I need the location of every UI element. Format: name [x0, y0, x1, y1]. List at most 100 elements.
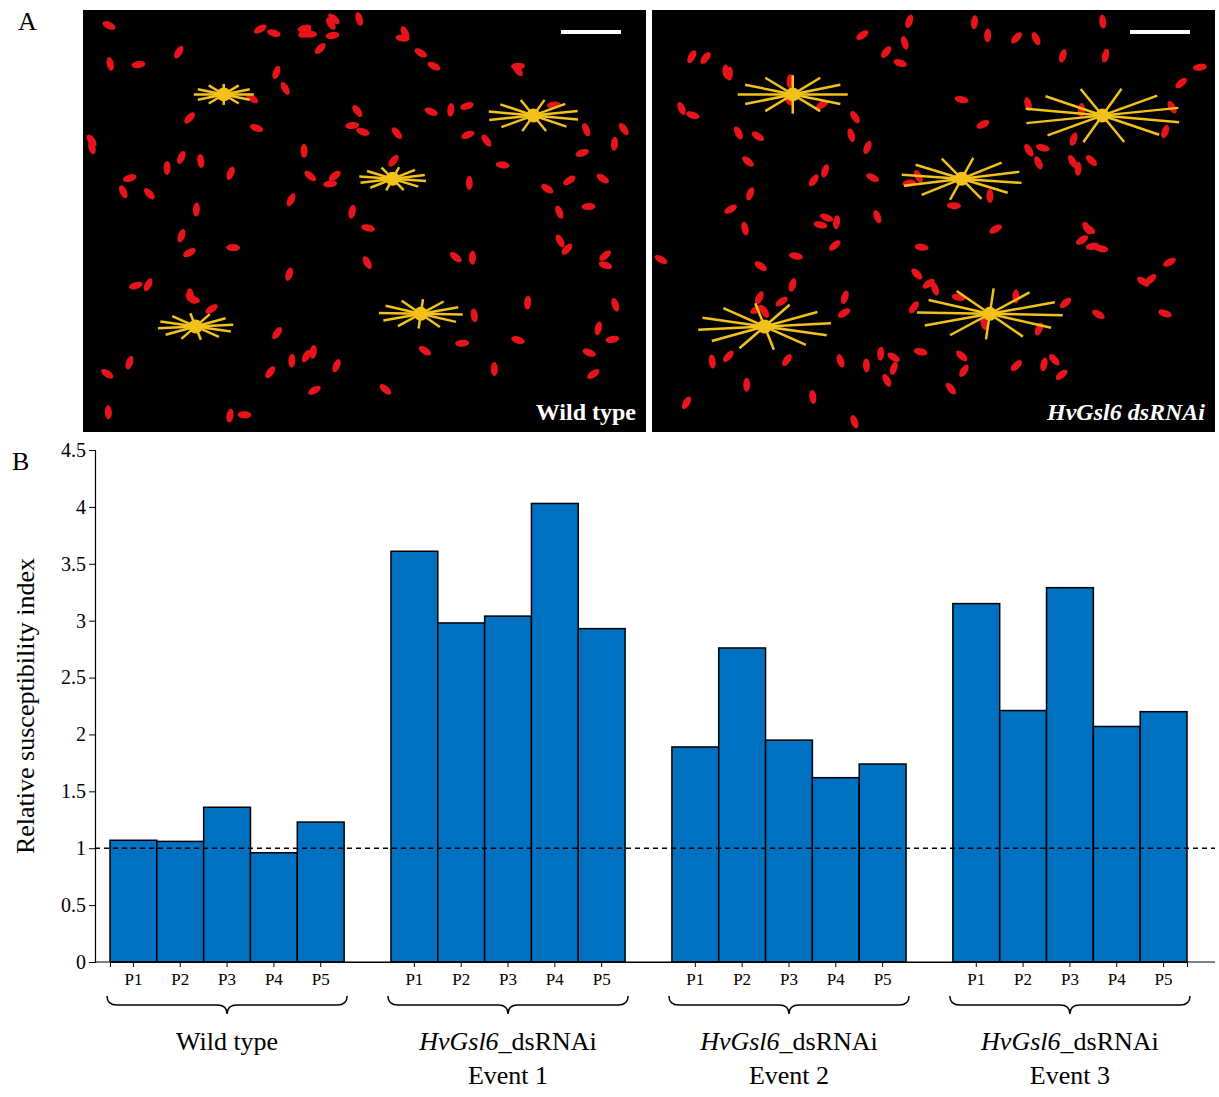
spore	[395, 34, 410, 43]
spore	[787, 277, 798, 292]
tick: 2	[76, 723, 95, 745]
spore	[832, 215, 841, 230]
tick-mark	[89, 507, 95, 508]
tick: P1	[124, 962, 142, 989]
tick-label: 2	[76, 723, 86, 745]
spore	[182, 246, 198, 259]
micrograph: HvGsl6 dsRNAi	[652, 10, 1215, 432]
tick-label: P3	[218, 970, 236, 989]
spore	[122, 173, 137, 184]
bar	[157, 841, 204, 962]
hypha	[765, 78, 820, 111]
spore	[914, 243, 929, 252]
spore	[986, 189, 993, 203]
spore	[593, 321, 603, 336]
spore	[271, 65, 282, 81]
hypha	[370, 170, 415, 188]
tick-label: 0.5	[61, 894, 86, 916]
spore	[862, 140, 874, 156]
spore	[288, 354, 296, 368]
tick: P4	[265, 962, 283, 989]
spore	[164, 161, 171, 175]
spore	[347, 204, 357, 219]
bar	[1047, 588, 1094, 962]
spore	[820, 163, 831, 178]
tick: P5	[593, 962, 611, 989]
hypha	[712, 312, 818, 341]
spore	[848, 109, 861, 125]
spore	[448, 250, 463, 264]
group-label: Event 2	[749, 1061, 829, 1090]
bar	[672, 747, 719, 962]
spore	[892, 58, 907, 69]
spore	[698, 50, 712, 65]
spore	[780, 352, 794, 367]
spore	[270, 325, 284, 340]
spore	[610, 136, 618, 151]
axis-line	[111, 963, 1188, 968]
spore	[957, 363, 971, 379]
hypha	[702, 318, 826, 336]
bar	[250, 853, 297, 962]
spore	[872, 209, 884, 225]
group-label: Event 3	[1030, 1061, 1110, 1090]
tick: 1	[76, 837, 95, 859]
spore	[360, 223, 375, 233]
spore	[617, 121, 631, 136]
hypha	[1081, 89, 1125, 142]
tick-mark	[180, 962, 181, 967]
tick-mark	[320, 962, 321, 967]
x-axis: P1P2P3P4P5P1P2P3P4P5P1P2P3P4P5P1P2P3P4P5	[111, 962, 1188, 989]
spore	[225, 165, 237, 181]
tick-mark	[89, 734, 95, 735]
hypha	[723, 308, 805, 345]
tick: P3	[218, 962, 236, 989]
spore	[605, 335, 620, 344]
spore	[1101, 48, 1111, 63]
tick-mark	[89, 564, 95, 565]
spore	[1099, 14, 1107, 29]
spore	[99, 367, 115, 381]
spore	[970, 15, 978, 30]
spore	[880, 372, 893, 388]
tick-label: 2.5	[61, 666, 86, 688]
spore	[1039, 357, 1049, 372]
spore	[117, 184, 129, 200]
tick: P3	[1061, 962, 1079, 989]
tick-mark	[976, 962, 977, 967]
tick-label: P2	[452, 970, 470, 989]
spore	[105, 56, 115, 71]
tick: P2	[171, 962, 189, 989]
tick-label: P5	[593, 970, 611, 989]
tick: P3	[780, 962, 798, 989]
group-label: HvGsl6_dsRNAi	[699, 1027, 878, 1056]
image-background	[652, 10, 1215, 432]
spore	[1084, 153, 1099, 168]
hypha	[745, 85, 840, 104]
tick-label: P5	[312, 970, 330, 989]
tick-mark	[1163, 962, 1164, 967]
spore	[1192, 63, 1207, 72]
spore	[1081, 223, 1097, 236]
bar	[953, 604, 1000, 962]
spore	[888, 360, 899, 376]
tick-label: 3	[76, 610, 86, 632]
tick-mark	[601, 962, 602, 967]
spore	[809, 390, 818, 405]
spore	[323, 179, 338, 188]
spore	[186, 288, 195, 303]
spore	[285, 192, 298, 208]
hypha	[755, 303, 774, 349]
bar	[438, 623, 485, 962]
tick-label: 1	[76, 837, 86, 859]
spore	[204, 302, 220, 316]
tick-label: P2	[1014, 970, 1032, 989]
spore	[753, 290, 765, 306]
spore	[680, 395, 693, 411]
panel-letter: B	[12, 447, 29, 476]
plot-area	[95, 503, 1215, 962]
group-label: Event 1	[468, 1061, 548, 1090]
figure: AWild typeHvGsl6 dsRNAiB00.511.522.533.5…	[0, 0, 1219, 1097]
tick-label: P1	[967, 970, 985, 989]
spore	[807, 173, 821, 188]
